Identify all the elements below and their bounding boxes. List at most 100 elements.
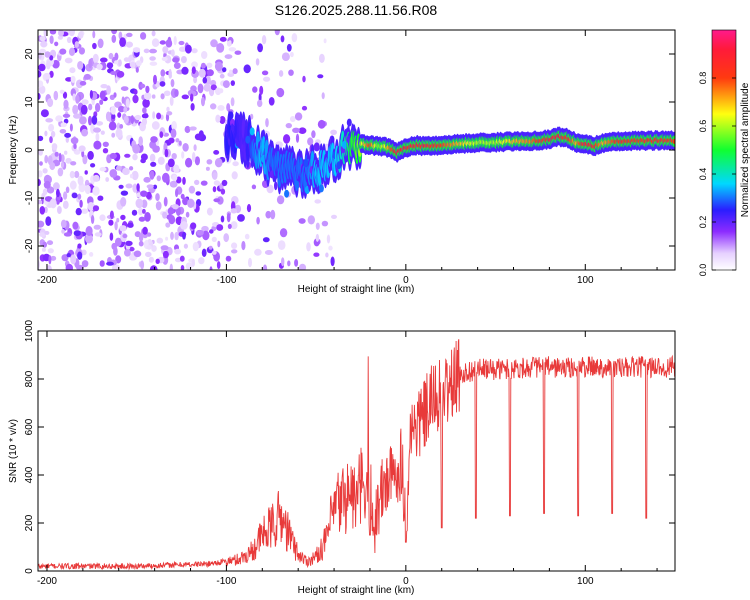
heatmap-noise-speckle: [85, 234, 93, 244]
heatmap-noise-speckle: [191, 48, 198, 54]
heatmap-noise-speckle: [281, 52, 290, 61]
heatmap-noise-speckle: [42, 253, 51, 262]
heatmap-noise-speckle: [60, 154, 65, 163]
heatmap-noise-speckle: [315, 233, 320, 242]
heatmap-noise-speckle: [109, 169, 118, 178]
heatmap-noise-speckle: [283, 134, 291, 144]
heatmap-noise-speckle: [307, 215, 315, 225]
heatmap-noise-speckle: [54, 41, 59, 47]
heatmap-noise-speckle: [56, 188, 60, 198]
heatmap-noise-speckle: [237, 214, 245, 222]
heatmap-noise-speckle: [77, 175, 84, 186]
heatmap-noise-speckle: [194, 179, 200, 185]
heatmap-noise-speckle: [131, 170, 139, 181]
heatmap-noise-speckle: [65, 136, 70, 143]
spectrogram-x-tick-label: -100: [216, 275, 236, 286]
heatmap-noise-speckle: [145, 85, 150, 94]
heatmap-noise-speckle: [81, 128, 89, 137]
snr-series-line: [38, 339, 675, 571]
heatmap-noise-speckle: [63, 118, 69, 124]
heatmap-noise-speckle: [61, 229, 65, 234]
heatmap-noise-speckle: [99, 260, 105, 267]
heatmap-noise-speckle: [270, 209, 276, 220]
heatmap-noise-speckle: [257, 99, 263, 108]
heatmap-noise-speckle: [44, 155, 49, 164]
heatmap-noise-speckle: [191, 66, 196, 74]
heatmap-noise-speckle: [171, 49, 175, 57]
heatmap-noise-speckle: [328, 245, 333, 251]
heatmap-noise-speckle: [87, 202, 95, 211]
heatmap-noise-speckle: [142, 107, 147, 114]
heatmap-noise-speckle: [100, 57, 108, 63]
heatmap-noise-speckle: [88, 103, 93, 111]
heatmap-noise-speckle: [113, 92, 117, 98]
spectrogram-x-tick-label: -200: [37, 275, 57, 286]
heatmap-noise-speckle: [59, 48, 67, 55]
heatmap-noise-speckle: [46, 60, 51, 70]
heatmap-noise-speckle: [45, 216, 52, 227]
heatmap-noise-speckle: [129, 174, 134, 179]
heatmap-noise-speckle: [211, 236, 217, 242]
heatmap-noise-speckle: [41, 247, 46, 252]
heatmap-noise-speckle: [75, 94, 80, 104]
heatmap-noise-speckle: [231, 171, 238, 180]
heatmap-noise-speckle: [230, 97, 235, 107]
heatmap-noise-speckle: [129, 166, 134, 171]
heatmap-noise-speckle: [195, 191, 202, 196]
heatmap-noise-speckle: [39, 161, 43, 166]
heatmap-noise-speckle: [111, 34, 117, 44]
heatmap-noise-speckle: [226, 103, 231, 112]
heatmap-noise-speckle: [52, 59, 60, 69]
heatmap-noise-speckle: [170, 79, 175, 88]
heatmap-noise-speckle: [125, 240, 133, 246]
heatmap-noise-speckle: [227, 72, 235, 77]
heatmap-noise-speckle: [179, 255, 185, 262]
heatmap-noise-speckle: [181, 94, 189, 100]
heatmap-noise-speckle: [181, 66, 189, 75]
heatmap-noise-speckle: [109, 152, 117, 160]
heatmap-noise-speckle: [54, 151, 59, 157]
heatmap-noise-speckle: [92, 42, 97, 50]
heatmap-noise-speckle: [261, 35, 267, 45]
heatmap-noise-speckle: [196, 229, 204, 236]
heatmap-signal-core: [264, 145, 269, 155]
heatmap-noise-speckle: [166, 111, 173, 116]
heatmap-noise-speckle: [129, 61, 136, 68]
heatmap-noise-speckle: [49, 35, 54, 44]
heatmap-noise-speckle: [202, 230, 210, 241]
heatmap-noise-speckle: [49, 30, 57, 35]
spectrogram-y-ticks: -20 -10 0 10 20: [24, 48, 675, 253]
heatmap-noise-speckle: [62, 91, 68, 99]
heatmap-noise-speckle: [210, 84, 217, 91]
heatmap-noise-speckle: [217, 240, 221, 248]
heatmap-noise-speckle: [49, 70, 54, 78]
heatmap-noise-speckle: [276, 195, 285, 205]
heatmap-noise-speckle: [38, 199, 43, 205]
heatmap-noise-speckle: [91, 115, 98, 125]
heatmap-noise-speckle: [38, 149, 43, 156]
heatmap-noise-speckle: [108, 121, 117, 131]
heatmap-noise-speckle: [135, 198, 144, 209]
heatmap-noise-speckle: [224, 54, 233, 59]
heatmap-noise-speckle: [157, 156, 165, 165]
heatmap-noise-speckle: [191, 61, 198, 68]
heatmap-noise-speckle: [59, 129, 67, 134]
heatmap-noise-speckle: [72, 221, 79, 230]
heatmap-noise-speckle: [295, 133, 300, 143]
heatmap-noise-speckle: [44, 206, 48, 213]
heatmap-noise-speckle: [166, 106, 170, 112]
heatmap-noise-speckle: [95, 132, 100, 142]
heatmap-noise-speckle: [74, 170, 80, 179]
heatmap-noise-speckle: [182, 231, 186, 240]
heatmap-noise-speckle: [38, 52, 42, 59]
heatmap-noise-speckle: [70, 161, 77, 166]
heatmap-noise-speckle: [213, 150, 220, 155]
heatmap-noise-speckle: [165, 222, 171, 228]
heatmap-noise-speckle: [201, 51, 208, 59]
snr-y-label: SNR (10 * v/v): [8, 419, 19, 483]
heatmap-noise-speckle: [53, 182, 60, 191]
heatmap-noise-speckle: [205, 166, 210, 171]
heatmap-noise-speckle: [288, 69, 294, 76]
colorbar-gradient: [711, 29, 737, 271]
heatmap-noise-speckle: [162, 211, 168, 219]
